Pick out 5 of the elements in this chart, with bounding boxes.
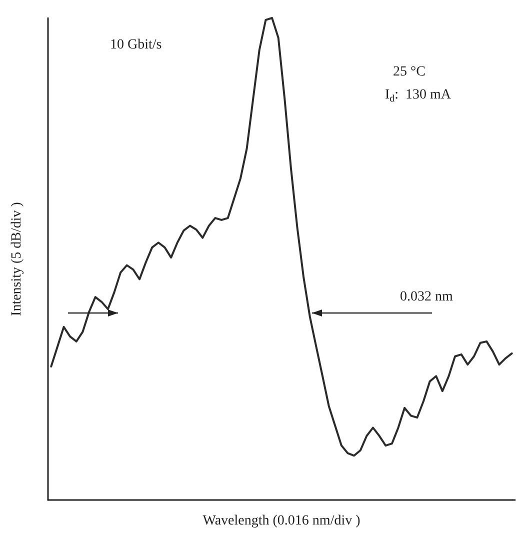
annotation: 25 °C	[393, 64, 426, 80]
annotation: 0.032 nm	[400, 290, 453, 304]
x-axis-title: Wavelength (0.016 nm/div )	[202, 514, 361, 528]
annotation: 10 Gbit/s	[110, 38, 162, 52]
y-axis-title: Intensity (5 dB/div )	[10, 202, 24, 316]
